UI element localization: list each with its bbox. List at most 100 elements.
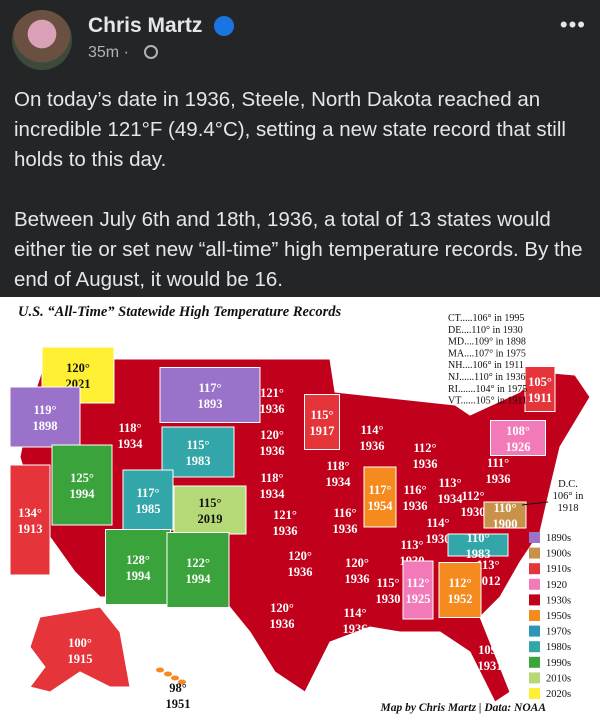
state-year: 1952 [448,592,473,606]
state-year: 1936 [260,444,285,458]
post-text: On today’s date in 1936, Steele, North D… [14,85,592,325]
state-temp: 109° [478,643,502,657]
state-temp: 114° [360,423,383,437]
state-region [447,533,509,557]
dc-record: D.C. [558,479,578,490]
state-year: 1951 [166,697,191,711]
state-year: 1936 [260,402,285,416]
map-credit: Map by Chris Martz | Data: NOAA [380,702,547,714]
state-temp: 112° [406,576,429,590]
state-region [363,466,397,528]
inset-record: MD....109° in 1898 [448,337,526,348]
state-temp: 113° [438,476,461,490]
hawaii-island [164,671,172,677]
state-region [122,469,174,531]
state-region [51,444,113,526]
state-year: 1934 [118,437,144,451]
state-temp: 117° [368,483,391,497]
legend-label: 1950s [546,611,571,622]
state-temp: 115° [376,576,399,590]
legend-label: 1890s [546,533,571,544]
state-year: 1900 [493,517,518,531]
paragraph: Between July 6th and 18th, 1936, a total… [14,208,583,291]
state-temp: 112° [461,489,484,503]
legend-swatch [529,641,540,653]
state-temp: 120° [66,361,90,375]
legend-swatch [529,610,540,621]
legend-swatch [529,594,540,606]
state-year: 1994 [126,569,152,583]
more-button[interactable]: ••• [559,12,586,37]
state-temp: 115° [310,408,333,422]
inset-record: CT.....106° in 1995 [448,313,524,324]
state-temp: 128° [126,553,150,567]
state-year: 2019 [198,512,223,526]
post-time[interactable]: 35m · [88,44,129,61]
state-temp: 115° [186,438,209,452]
state-year: 1934 [326,475,352,489]
legend-swatch [529,625,540,637]
post-header: Chris Martz 35m · ••• [0,0,600,80]
state-year: 1936 [486,472,511,486]
state-temp: 120° [270,601,294,615]
state-temp: 120° [345,556,369,570]
state-temp: 122° [186,556,210,570]
state-region [9,464,51,576]
state-year: 2012 [476,574,501,588]
state-region [159,367,261,423]
state-year: 1936 [288,565,313,579]
state-temp: 114° [426,516,449,530]
legend-label: 1910s [546,564,571,575]
state-temp: 114° [343,606,366,620]
state-temp: 113° [400,538,423,552]
dc-pointer [521,501,549,506]
state-year: 1931 [478,659,503,673]
legend-swatch [529,656,540,668]
legend-swatch [529,688,540,699]
privacy-icon [144,45,158,59]
state-year: 1893 [198,397,223,411]
legend-label: 2010s [546,673,571,684]
state-temp: 112° [448,576,471,590]
author-name[interactable]: Chris Martz [88,14,203,37]
state-region [438,562,482,618]
state-year: 1930 [426,532,451,546]
state-temp: 115° [198,496,221,510]
state-year: 1934 [438,492,464,506]
state-year: 1930 [461,505,486,519]
state-year: 1936 [413,457,438,471]
state-temp: 116° [333,506,356,520]
state-temp: 108° [506,424,530,438]
state-temp: 100° [68,636,92,650]
state-year: 1936 [360,439,385,453]
legend-label: 1900s [546,549,571,560]
state-year: 1934 [260,487,286,501]
hawaii-island [156,667,164,673]
legend-label: 1920 [546,580,567,591]
legend-swatch [529,563,540,575]
dc-record: 106° in [553,491,584,502]
state-temp: 105° [528,375,552,389]
inset-record: MA....107° in 1975 [448,348,526,359]
legend-swatch [529,547,540,559]
state-year: 1936 [333,522,358,536]
state-temp: 120° [260,428,284,442]
legend-label: 2020s [546,689,571,700]
state-temp: 118° [118,421,141,435]
legend-swatch [529,672,540,684]
state-year: 1925 [406,592,431,606]
avatar[interactable] [12,10,72,70]
state-temp: 112° [413,441,436,455]
state-region [524,366,556,412]
map-title: U.S. “All-Time” Statewide High Temperatu… [18,304,342,320]
state-year: 1917 [310,424,335,438]
hawaii-island [178,679,186,685]
state-temp: 121° [260,386,284,400]
state-region [9,386,81,448]
state-temp: 98° [169,681,187,695]
state-year: 1898 [33,419,58,433]
state-region [483,501,527,529]
state-temp: 116° [403,483,426,497]
state-year: 1985 [136,502,161,516]
